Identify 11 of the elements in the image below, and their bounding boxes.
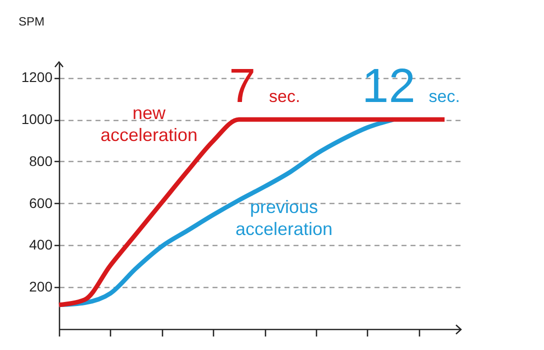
y-tick-label: 1000	[21, 111, 53, 128]
y-axis-title: SPM	[18, 14, 45, 28]
y-tick-label: 800	[29, 152, 53, 169]
y-tick-label: 200	[29, 278, 53, 295]
annotation: 12 sec.	[362, 60, 460, 113]
y-tick-label: 400	[29, 236, 53, 253]
series-label: new acceleration	[100, 103, 198, 145]
y-tick-label: 600	[29, 194, 53, 211]
annotation: 7 sec.	[229, 60, 300, 113]
y-tick-label: 1200	[21, 69, 53, 86]
series-label: previous acceleration	[235, 197, 333, 239]
